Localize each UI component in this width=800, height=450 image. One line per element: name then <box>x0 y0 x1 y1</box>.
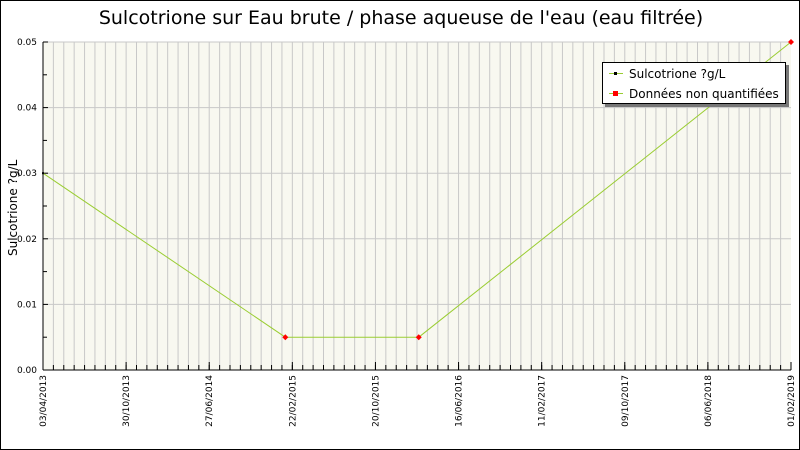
data-point-unquantified <box>282 334 289 341</box>
x-tick-label: 30/10/2013 <box>122 375 132 427</box>
legend-item: Sulcotrione ?g/L <box>603 65 785 83</box>
y-tick-label: 0.01 <box>17 300 37 310</box>
x-tick-label: 01/02/2019 <box>787 375 797 427</box>
series-line <box>42 41 792 338</box>
y-tick-label: 0.00 <box>17 366 37 376</box>
legend-label: Sulcotrione ?g/L <box>629 67 726 81</box>
chart-title: Sulcotrione sur Eau brute / phase aqueus… <box>98 7 704 29</box>
data-point <box>42 172 44 175</box>
legend-item: Données non quantifiées <box>603 85 785 103</box>
y-tick-label: 0.02 <box>17 235 37 245</box>
x-tick-label: 16/06/2016 <box>455 375 465 427</box>
x-tick-label: 11/02/2017 <box>538 375 548 427</box>
y-tick-label: 0.04 <box>17 104 37 114</box>
x-tick-label: 06/06/2018 <box>704 375 714 427</box>
legend-label: Données non quantifiées <box>629 87 779 101</box>
data-point-unquantified <box>788 39 794 45</box>
x-tick-label: 27/06/2014 <box>205 375 215 427</box>
x-tick-label: 03/04/2013 <box>39 375 49 427</box>
x-tick-label: 09/10/2017 <box>621 375 631 427</box>
x-tick-label: 22/02/2015 <box>288 375 298 427</box>
legend: Sulcotrione ?g/L Données non quantifiées <box>602 62 786 104</box>
data-point-unquantified <box>415 334 422 341</box>
y-tick-label: 0.05 <box>17 38 37 48</box>
y-tick-label: 0.03 <box>17 169 37 179</box>
x-tick-label: 20/10/2015 <box>371 375 381 427</box>
